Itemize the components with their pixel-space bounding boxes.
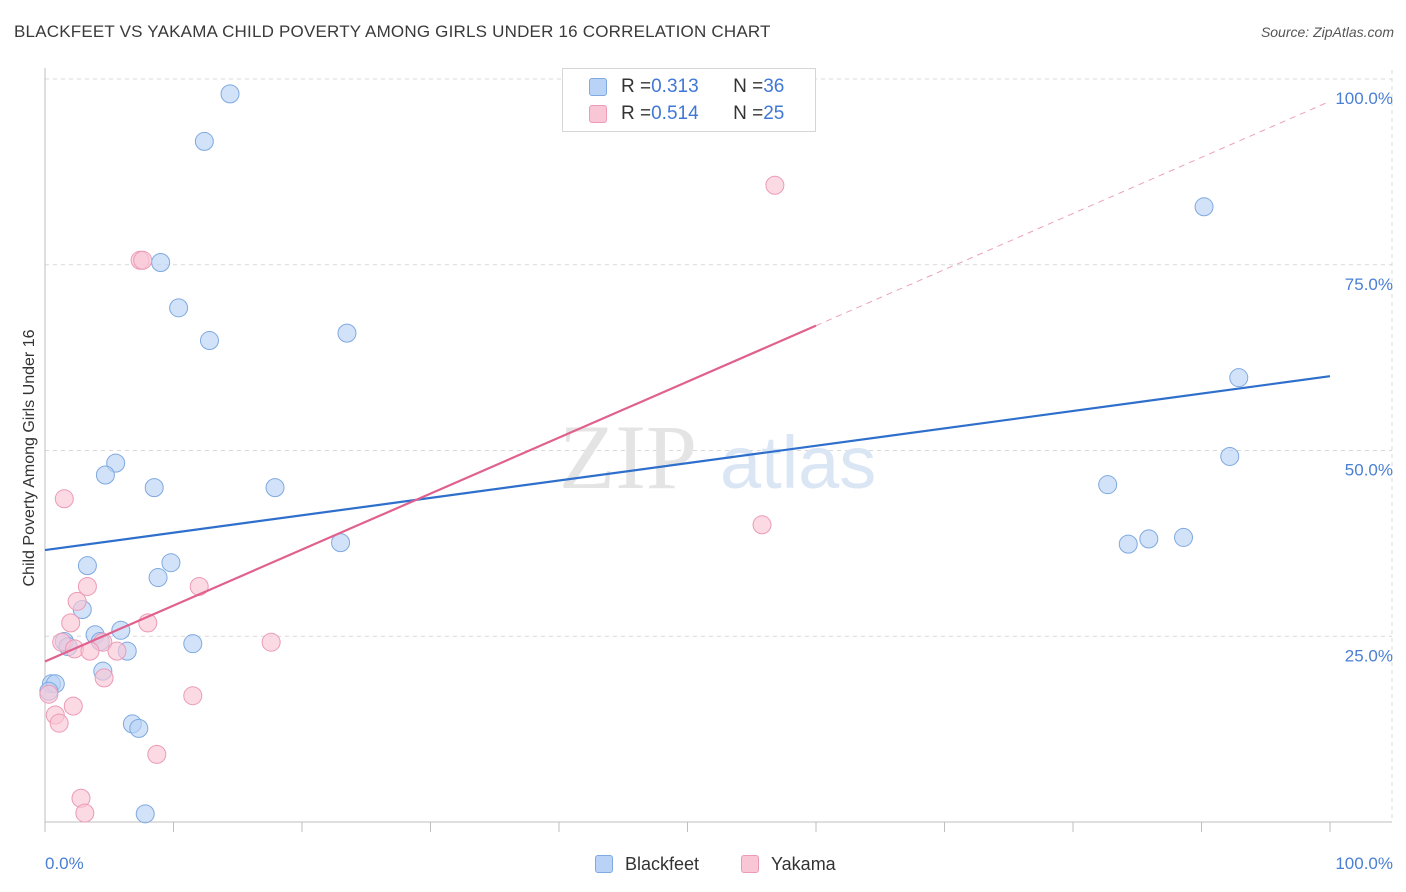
blackfeet-point (148, 568, 168, 588)
source-label: Source: ZipAtlas.com (1260, 24, 1394, 40)
correlation-legend: R = 0.313 N = 36 R = 0.514 N = 25 (562, 68, 816, 132)
blackfeet-point (1220, 446, 1240, 466)
watermark-atlas: atlas (720, 421, 876, 504)
yakama-trend-line (44, 324, 817, 663)
blackfeet-point (161, 553, 181, 573)
blackfeet-point (1174, 527, 1194, 547)
y-tick-label: 100.0% (1335, 89, 1393, 108)
yakama-point (61, 613, 81, 633)
gridlines (45, 70, 1393, 822)
yakama-point (261, 632, 281, 652)
legend-r-value: 0.514 (651, 103, 699, 124)
yakama-point (75, 803, 95, 823)
blackfeet-point (1229, 368, 1249, 388)
yakama-point (77, 576, 97, 596)
bottom-legend-swatch-yakama (741, 855, 759, 873)
y-tick-label: 75.0% (1345, 275, 1393, 294)
y-tick-label: 50.0% (1345, 461, 1393, 480)
legend-n-value: 36 (763, 76, 785, 97)
blackfeet-point (169, 298, 189, 318)
blackfeet-point (1098, 475, 1118, 495)
chart-title: BLACKFEET VS YAKAMA CHILD POVERTY AMONG … (14, 22, 771, 41)
watermark-zip: ZIP (559, 406, 697, 508)
yakama-point (765, 175, 785, 195)
y-tick-labels: 25.0% 50.0% 75.0% 100.0% (1335, 89, 1393, 665)
blackfeet-trend-line (44, 375, 1331, 552)
yakama-trend-line-extension (815, 100, 1331, 327)
yakama-point (107, 641, 127, 661)
blackfeet-point (337, 323, 357, 343)
yakama-point (147, 744, 167, 764)
yakama-point (63, 696, 83, 716)
trend-lines (44, 100, 1331, 663)
yakama-point (67, 591, 87, 611)
blackfeet-point (1194, 197, 1214, 217)
y-axis-title: Child Poverty Among Girls Under 16 (21, 329, 38, 586)
blackfeet-point (194, 131, 214, 151)
blackfeet-point (1139, 529, 1159, 549)
blackfeet-point (135, 804, 155, 824)
blackfeet-point (183, 634, 203, 654)
blackfeet-point (265, 478, 285, 498)
legend-row-blackfeet: R = 0.313 N = 36 (589, 76, 784, 98)
blackfeet-point (129, 718, 149, 738)
y-tick-label: 25.0% (1345, 646, 1393, 665)
legend-n-label: N = (733, 103, 764, 124)
y-axis-title-group: Child Poverty Among Girls Under 16 (21, 329, 38, 586)
legend-swatch-yakama (589, 105, 607, 123)
legend-n-label: N = (733, 76, 764, 97)
yakama-point (54, 489, 74, 509)
yakama-point (94, 668, 114, 688)
watermark: ZIP atlas (559, 406, 876, 508)
yakama-point (752, 515, 772, 535)
legend-r-label: R = (621, 76, 652, 97)
blackfeet-point (95, 465, 115, 485)
legend-r-label: R = (621, 103, 652, 124)
yakama-point (39, 684, 59, 704)
legend-r-value: 0.313 (651, 76, 699, 97)
x-tick-labels: 0.0% 100.0% (45, 854, 1393, 873)
bottom-legend-yakama: Yakama (741, 852, 836, 876)
yakama-point (49, 713, 69, 733)
blackfeet-point (199, 331, 219, 351)
legend-row-yakama: R = 0.514 N = 25 (589, 103, 784, 125)
yakama-point (183, 686, 203, 706)
blackfeet-point (220, 84, 240, 104)
legend-n-value: 25 (763, 103, 785, 124)
x-tick-label: 100.0% (1335, 854, 1393, 873)
blackfeet-point (77, 556, 97, 576)
bottom-legend-label-blackfeet: Blackfeet (625, 853, 700, 874)
bottom-legend-label-yakama: Yakama (771, 853, 836, 874)
bottom-legend-swatch-blackfeet (595, 855, 613, 873)
yakama-point (133, 250, 153, 270)
blackfeet-point (1118, 534, 1138, 554)
legend-swatch-blackfeet (589, 78, 607, 96)
yakama-points (39, 175, 785, 823)
blackfeet-point (144, 478, 164, 498)
x-tick-label: 0.0% (45, 854, 84, 873)
blackfeet-point (151, 253, 171, 273)
bottom-legend-blackfeet: Blackfeet (595, 852, 699, 876)
